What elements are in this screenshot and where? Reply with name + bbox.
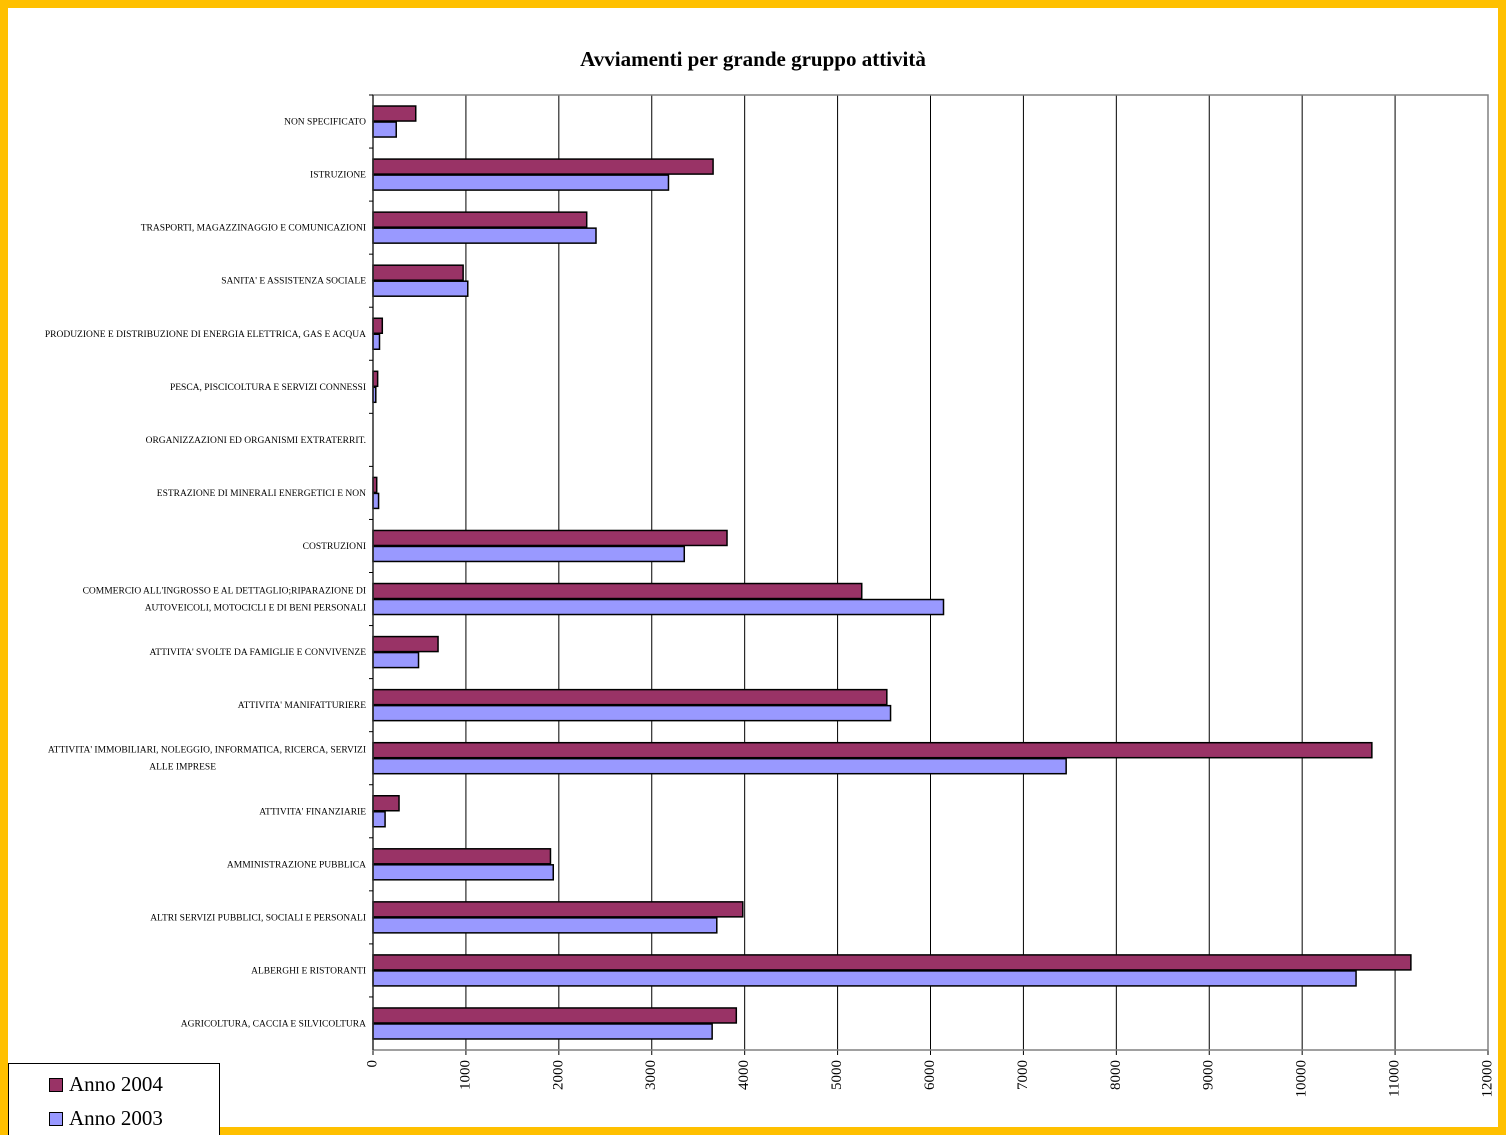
legend: Anno 2004 Anno 2003 — [8, 1063, 220, 1135]
category-label: COSTRUZIONI — [303, 542, 366, 552]
bar-2003 — [372, 227, 597, 244]
category-label-line: PRODUZIONE E DISTRIBUZIONE DI ENERGIA EL… — [45, 330, 366, 340]
bar-2003 — [372, 811, 386, 828]
x-tick-label: 0 — [364, 1060, 380, 1068]
x-tick-label: 8000 — [1108, 1060, 1124, 1090]
legend-label-2003: Anno 2003 — [69, 1106, 163, 1130]
chart-frame: Avviamenti per grande gruppo attività AG… — [8, 8, 1498, 1135]
category-label-line: ALTRI SERVIZI PUBBLICI, SOCIALI E PERSON… — [150, 913, 366, 923]
bar-2003 — [372, 174, 670, 191]
category-label: TRASPORTI, MAGAZZINAGGIO E COMUNICAZIONI — [141, 224, 366, 234]
bar-2003 — [372, 864, 555, 881]
legend-item-2003: Anno 2003 — [49, 1106, 163, 1131]
bars — [372, 105, 1412, 1040]
x-tick-label: 10000 — [1294, 1060, 1310, 1098]
category-label-line: ATTIVITA' SVOLTE DA FAMIGLIE E CONVIVENZ… — [149, 648, 366, 658]
bar-2004 — [372, 105, 417, 122]
category-label-line: ATTIVITA' FINANZIARIE — [259, 807, 366, 817]
bar-2004 — [372, 211, 588, 228]
bar-2004 — [372, 954, 1412, 971]
x-tick-label: 1000 — [457, 1060, 473, 1090]
category-label-line: ORGANIZZAZIONI ED ORGANISMI EXTRATERRIT. — [146, 436, 366, 446]
category-label-line: AMMINISTRAZIONE PUBBLICA — [227, 860, 366, 870]
category-label-line: COSTRUZIONI — [303, 542, 366, 552]
category-label-line: ISTRUZIONE — [310, 171, 366, 181]
x-tick-label: 2000 — [550, 1060, 566, 1090]
category-label: AGRICOLTURA, CACCIA E SILVICOLTURA — [181, 1019, 366, 1029]
category-label: ATTIVITA' IMMOBILIARI, NOLEGGIO, INFORMA… — [48, 746, 366, 773]
category-label-line: AUTOVEICOLI, MOTOCICLI E DI BENI PERSONA… — [145, 604, 366, 614]
bar-2003 — [372, 651, 420, 669]
bar-2004 — [372, 582, 863, 600]
axes — [369, 94, 1489, 1055]
bar-2003 — [372, 757, 1067, 775]
bar-2003 — [372, 333, 381, 350]
category-label-line: ESTRAZIONE DI MINERALI ENERGETICI E NON — [157, 489, 366, 499]
x-tick-label: 9000 — [1201, 1060, 1217, 1090]
category-label: NON SPECIFICATO — [284, 118, 366, 128]
category-label: ATTIVITA' SVOLTE DA FAMIGLIE E CONVIVENZ… — [149, 648, 366, 658]
bar-2004 — [372, 264, 464, 281]
bar-2003 — [372, 704, 892, 722]
category-label: SANITA' E ASSISTENZA SOCIALE — [221, 277, 366, 287]
bar-2003 — [372, 545, 686, 563]
category-label: ESTRAZIONE DI MINERALI ENERGETICI E NON — [157, 489, 366, 499]
bar-2004 — [372, 848, 552, 865]
category-label: ISTRUZIONE — [310, 171, 366, 181]
bar-2004 — [372, 688, 888, 706]
bar-2003 — [372, 598, 945, 616]
category-label: COMMERCIO ALL'INGROSSO E AL DETTAGLIO;RI… — [83, 587, 366, 614]
category-label-line: NON SPECIFICATO — [284, 118, 366, 128]
category-label: ORGANIZZAZIONI ED ORGANISMI EXTRATERRIT. — [146, 436, 366, 446]
bar-2003 — [372, 917, 718, 934]
bar-2004 — [372, 317, 384, 334]
legend-swatch-2003 — [49, 1111, 63, 1126]
category-label-line: AGRICOLTURA, CACCIA E SILVICOLTURA — [181, 1019, 366, 1029]
x-tick-label: 12000 — [1479, 1060, 1495, 1098]
bar-2004 — [372, 635, 439, 653]
category-label-line: TRASPORTI, MAGAZZINAGGIO E COMUNICAZIONI — [141, 224, 366, 234]
bar-2003 — [372, 121, 397, 138]
legend-swatch-2004 — [49, 1077, 63, 1092]
category-label-line: ATTIVITA' MANIFATTURIERE — [238, 701, 366, 711]
x-tick-labels: 0 1000 2000 3000 4000 5000 6000 7000 8000 9000 100… — [364, 1060, 1495, 1098]
bar-chart: Avviamenti per grande gruppo attività AG… — [45, 47, 1496, 1098]
bar-2004 — [372, 158, 714, 175]
category-label: PESCA, PISCICOLTURA E SERVIZI CONNESSI — [170, 383, 366, 393]
bar-2004 — [372, 795, 400, 812]
category-label-line: ALLE IMPRESE — [149, 763, 216, 773]
bar-2004 — [372, 741, 1373, 759]
x-tick-label: 4000 — [736, 1060, 752, 1090]
bar-2004 — [372, 529, 728, 547]
bar-2003 — [372, 280, 469, 297]
category-label-line: SANITA' E ASSISTENZA SOCIALE — [221, 277, 366, 287]
bar-2004 — [372, 1007, 738, 1024]
bar-2004 — [372, 901, 744, 918]
bar-2003 — [372, 1023, 713, 1040]
x-tick-label: 7000 — [1015, 1060, 1031, 1090]
category-label: ATTIVITA' MANIFATTURIERE — [238, 701, 366, 711]
x-tick-label: 3000 — [643, 1060, 659, 1090]
category-label: ALBERGHI E RISTORANTI — [251, 966, 366, 976]
legend-label-2004: Anno 2004 — [69, 1072, 163, 1096]
category-label-line: COMMERCIO ALL'INGROSSO E AL DETTAGLIO;RI… — [83, 587, 366, 597]
x-tick-label: 5000 — [829, 1060, 845, 1090]
legend-item-2004: Anno 2004 — [49, 1072, 163, 1097]
bar-2003 — [372, 970, 1357, 987]
x-tick-label: 11000 — [1387, 1060, 1403, 1097]
category-labels: AGRICOLTURA, CACCIA E SILVICOLTURA ALBERG… — [45, 118, 366, 1030]
category-label-line: ATTIVITA' IMMOBILIARI, NOLEGGIO, INFORMA… — [48, 746, 366, 756]
category-label: PRODUZIONE E DISTRIBUZIONE DI ENERGIA EL… — [45, 330, 366, 340]
x-tick-label: 6000 — [922, 1060, 938, 1090]
chart-title: Avviamenti per grande gruppo attività — [580, 47, 926, 71]
bar-2003 — [372, 492, 380, 510]
category-label: AMMINISTRAZIONE PUBBLICA — [227, 860, 366, 870]
category-label: ATTIVITA' FINANZIARIE — [259, 807, 366, 817]
category-label: ALTRI SERVIZI PUBBLICI, SOCIALI E PERSON… — [150, 913, 366, 923]
category-label-line: ALBERGHI E RISTORANTI — [251, 966, 366, 976]
category-label-line: PESCA, PISCICOLTURA E SERVIZI CONNESSI — [170, 383, 366, 393]
